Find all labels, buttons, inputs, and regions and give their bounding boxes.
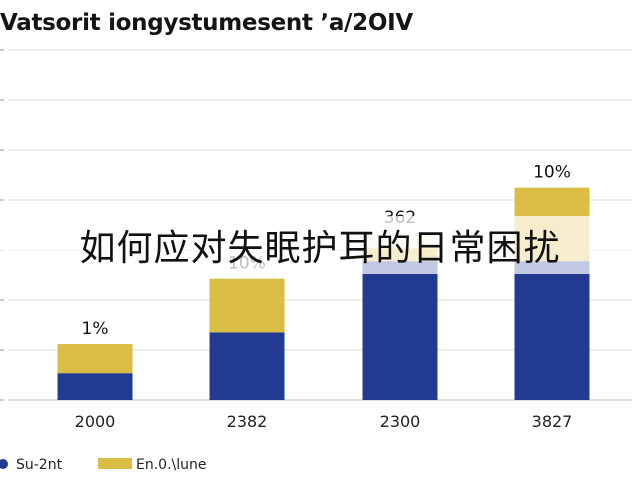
bar-series1-3827 (514, 261, 590, 400)
x-tick-label-3827: 3827 (532, 412, 573, 431)
legend-label-series1: Su-2nt (16, 457, 63, 473)
overlay-caption: 如何应对失眠护耳的日常困扰 (0, 216, 640, 274)
data-label-2000: 1% (82, 319, 109, 339)
bar-series1-2382 (209, 332, 285, 400)
x-tick-label-2382: 2382 (227, 412, 268, 431)
bar-series1-2300 (362, 261, 438, 400)
legend: Su-2nt En.0.\lune (0, 457, 207, 473)
legend-swatch-series1 (0, 459, 8, 469)
bar-series2-2000 (57, 344, 133, 374)
x-tick-label-2300: 2300 (380, 412, 421, 431)
bar-series2-2382 (209, 278, 285, 333)
legend-label-series2: En.0.\lune (136, 457, 207, 473)
data-label-3827: 10% (533, 163, 571, 183)
legend-swatch-series2 (98, 458, 132, 469)
bar-series1-2000 (57, 373, 133, 400)
chart-title: Vatsorit iongystumesent ʼa/2OIV (0, 10, 413, 36)
x-tick-label-2000: 2000 (75, 412, 116, 431)
x-tick-labels: 2000 2382 2300 3827 (75, 412, 573, 431)
